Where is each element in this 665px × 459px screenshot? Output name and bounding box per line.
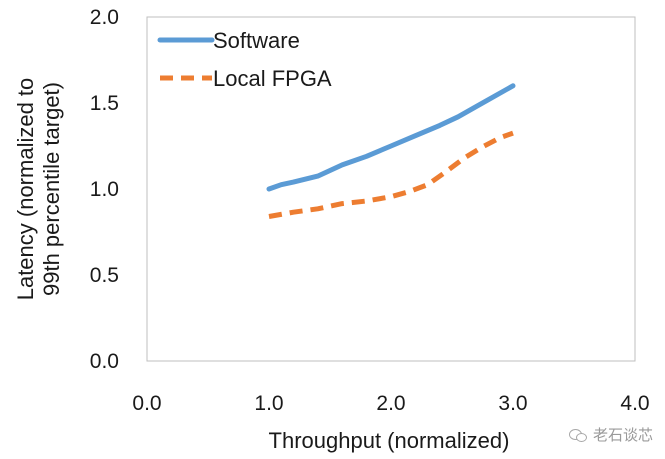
x-tick-label: 3.0 (498, 392, 527, 415)
watermark: 老石谈芯 (568, 424, 653, 445)
y-tick-label: 1.5 (90, 92, 119, 115)
y-axis-title-line-1: Latency (normalized to (13, 78, 38, 301)
series-layer (266, 83, 516, 219)
x-axis-title: Throughput (normalized) (269, 428, 510, 453)
series-line-software (266, 83, 516, 192)
y-axis: 0.0 0.5 1.0 1.5 2.0 (90, 6, 119, 373)
y-tick-label: 0.5 (90, 264, 119, 287)
y-tick-label: 0.0 (90, 350, 119, 373)
y-axis-title-line-2: 99th percentile target) (39, 82, 64, 296)
y-tick-label: 1.0 (90, 178, 119, 201)
plot-area (146, 16, 636, 362)
x-tick-label: 4.0 (620, 392, 649, 415)
legend-label-software: Software (213, 28, 300, 53)
y-tick-label: 2.0 (90, 6, 119, 29)
legend-label-local-fpga: Local FPGA (213, 66, 332, 91)
y-axis-title: Latency (normalized to 99th percentile t… (13, 78, 64, 301)
wechat-icon (568, 428, 587, 442)
plot-border (146, 16, 636, 362)
watermark-text: 老石谈芯 (592, 426, 653, 444)
x-tick-label: 0.0 (132, 392, 161, 415)
x-tick-label: 1.0 (254, 392, 283, 415)
series-line-local-fpga (268, 130, 514, 219)
legend: Software Local FPGA (157, 28, 332, 91)
x-tick-label: 2.0 (376, 392, 405, 415)
x-axis: 0.0 1.0 2.0 3.0 4.0 (132, 392, 649, 415)
